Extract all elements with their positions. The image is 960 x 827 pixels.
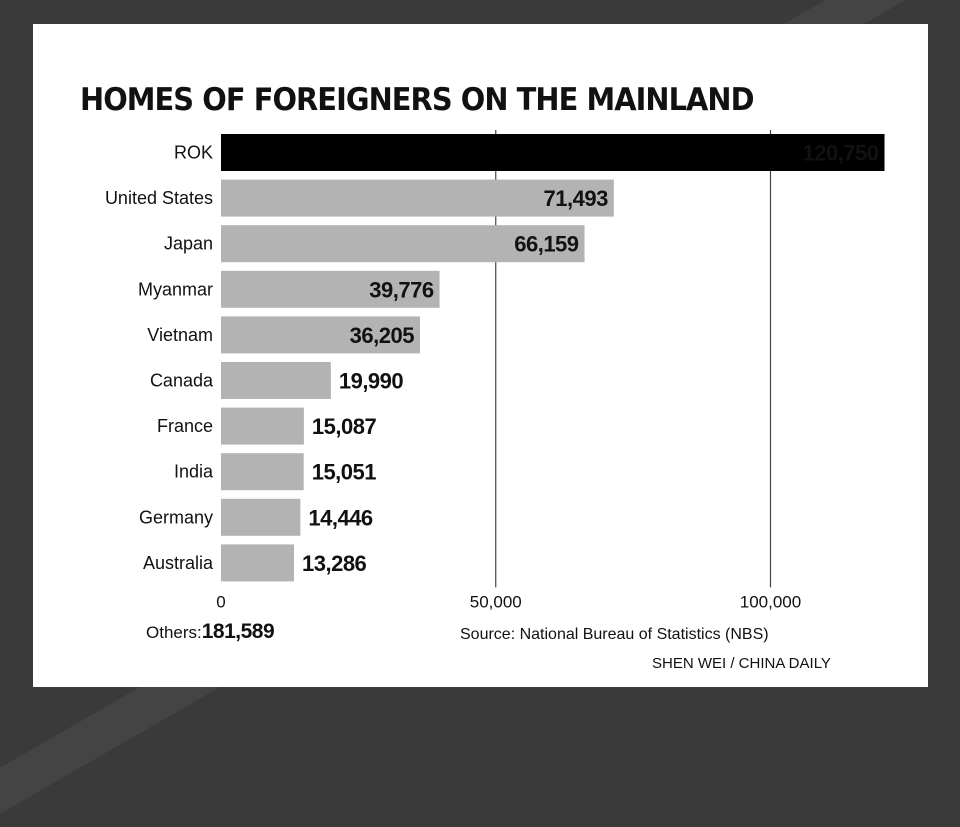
value-label: 120,750 (802, 141, 878, 166)
others-value: 181,589 (201, 620, 275, 643)
value-label: 15,051 (312, 460, 377, 485)
category-label: United States (105, 188, 213, 208)
bar (221, 362, 331, 399)
bar (221, 544, 295, 582)
category-label: Canada (150, 371, 214, 391)
value-label: 15,087 (312, 414, 377, 439)
category-label: India (174, 462, 214, 482)
bar (221, 498, 301, 536)
bar (221, 270, 440, 308)
bar (221, 453, 304, 491)
category-label: ROK (174, 143, 213, 163)
category-label: Myanmar (138, 279, 213, 299)
bar (221, 225, 585, 263)
credit-line: SHEN WEI / CHINA DAILY (652, 655, 831, 672)
value-label: 36,205 (350, 323, 415, 348)
source-note: Source: National Bureau of Statistics (N… (460, 626, 769, 643)
category-label: Vietnam (147, 325, 213, 345)
x-tick-label: 0 (216, 592, 225, 611)
value-label: 66,159 (514, 232, 579, 257)
bar (221, 179, 614, 217)
value-label: 14,446 (308, 505, 373, 530)
bar (221, 134, 885, 171)
bar-chart: ROK 120,750 United States 71,493 Japan 66,159… (105, 130, 885, 611)
category-label: France (157, 416, 213, 436)
others-label: Others: (146, 623, 202, 642)
category-label: Japan (164, 234, 213, 254)
slide: HOMES OF FOREIGNERS ON THE MAINLAND ROK 1… (33, 24, 928, 687)
bar (221, 316, 420, 354)
others-note: Others:181,589 (146, 620, 275, 644)
value-label: 13,286 (302, 551, 367, 576)
value-label: 71,493 (544, 186, 609, 211)
value-label: 19,990 (339, 369, 404, 394)
x-tick-label: 50,000 (470, 592, 522, 611)
bar (221, 407, 304, 445)
chart-title: HOMES OF FOREIGNERS ON THE MAINLAND (80, 82, 755, 118)
value-label: 39,776 (369, 277, 434, 302)
category-label: Germany (139, 507, 213, 527)
x-tick-label: 100,000 (740, 592, 801, 611)
category-label: Australia (143, 553, 214, 573)
